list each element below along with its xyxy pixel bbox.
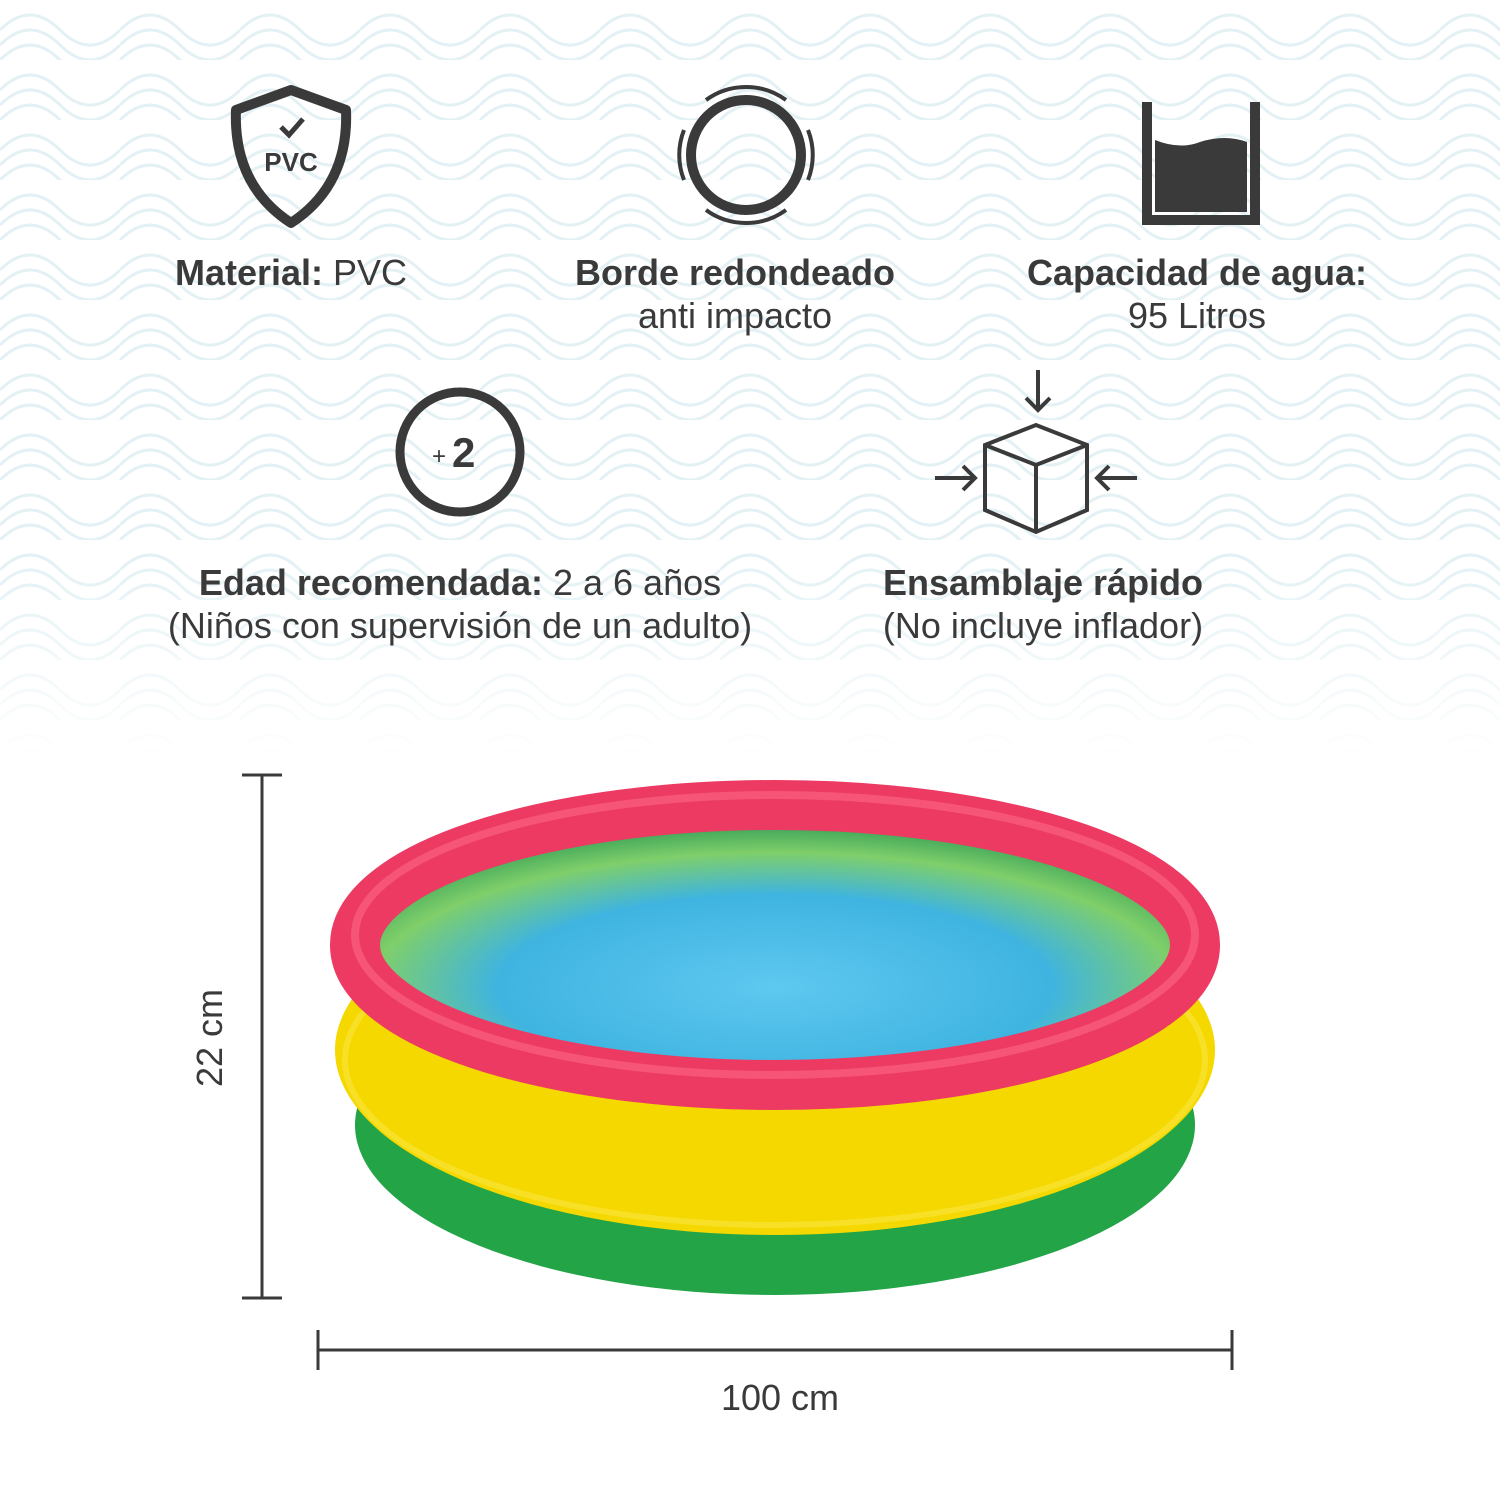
feature-label: Capacidad de agua: (1027, 252, 1367, 293)
width-label: 100 cm (721, 1377, 839, 1418)
feature-sub: (Niños con supervisión de un adulto) (168, 605, 752, 646)
feature-value: PVC (333, 252, 407, 293)
feature-sub: 95 Litros (1128, 295, 1266, 336)
age-icon: + 2 (395, 387, 525, 517)
box-icon (935, 370, 1137, 535)
feature-value: 2 a 6 años (553, 562, 721, 603)
wave-fade (0, 560, 1500, 760)
pool-image (330, 780, 1220, 1295)
feature-label: Ensamblaje rápido (883, 562, 1203, 603)
feature-label: Edad recomendada: (199, 562, 543, 603)
ring-icon (677, 85, 815, 225)
icon-prefix: + (432, 443, 446, 470)
feature-sub: anti impacto (638, 295, 832, 336)
feature-line: Material: PVC (175, 252, 407, 293)
container-icon (1142, 102, 1260, 225)
dimension-lines (242, 773, 1234, 1370)
feature-label: Material: (175, 252, 323, 293)
feature-sub: (No incluye inflador) (883, 605, 1203, 646)
icon-number: 2 (452, 429, 475, 476)
feature-label: Borde redondeado (575, 252, 895, 293)
feature-line: Edad recomendada: 2 a 6 años (199, 562, 721, 603)
height-label: 22 cm (189, 989, 230, 1087)
shield-icon: PVC (230, 85, 352, 228)
icon-text: PVC (264, 147, 318, 177)
